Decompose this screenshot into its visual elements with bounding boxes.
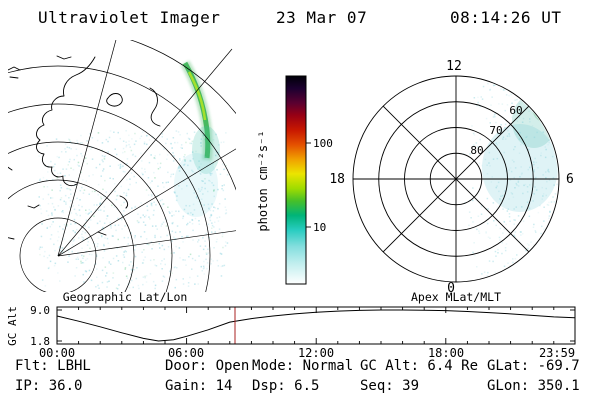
polar-grid bbox=[352, 75, 560, 283]
x-tick-0000: 00:00 bbox=[39, 346, 75, 360]
app-title: Ultraviolet Imager bbox=[38, 8, 220, 27]
map-coastlines bbox=[8, 55, 161, 240]
y-axis-title: GC Alt bbox=[6, 306, 19, 346]
geographic-map-panel bbox=[8, 40, 236, 292]
colorbar-gradient bbox=[285, 75, 307, 285]
status-dsp: Dsp: 6.5 bbox=[252, 378, 319, 394]
map-emission-speckles bbox=[38, 130, 229, 290]
polar-label-12: 12 bbox=[446, 59, 462, 74]
polar-label-18: 18 bbox=[329, 172, 345, 187]
status-mode: Mode: Normal bbox=[252, 358, 353, 374]
colorbar-unit-label: photon cm⁻²s⁻¹ bbox=[256, 130, 270, 231]
status-gain: Gain: 14 bbox=[165, 378, 232, 394]
gc-alt-strip-chart: 9.0 1.8 GC Alt 00:00 06:00 12:00 18:00 2… bbox=[6, 304, 576, 360]
header-date: 23 Mar 07 bbox=[276, 8, 367, 27]
status-door: Door: Open bbox=[165, 358, 249, 374]
polar-ring-label-60: 60 bbox=[509, 104, 522, 117]
x-tick-0600: 06:00 bbox=[168, 346, 204, 360]
polar-caption: Apex MLat/MLT bbox=[411, 290, 501, 304]
status-glon: GLon: 350.1 bbox=[487, 378, 580, 394]
polar-ring-label-80: 80 bbox=[470, 144, 483, 157]
map-caption: Geographic Lat/Lon bbox=[63, 290, 188, 304]
map-aurora-arc bbox=[174, 60, 220, 217]
gc-alt-curve bbox=[56, 309, 575, 342]
status-flt: Flt: LBHL bbox=[15, 358, 91, 374]
y-min-label: 1.8 bbox=[30, 335, 50, 348]
status-gc-alt: GC Alt: 6.4 Re bbox=[360, 358, 478, 374]
map-grid bbox=[8, 40, 236, 292]
status-glat: GLat: -69.7 bbox=[487, 358, 580, 374]
header-time: 08:14:26 UT bbox=[450, 8, 561, 27]
x-tick-1200: 12:00 bbox=[298, 346, 334, 360]
polar-label-0: 0 bbox=[447, 281, 455, 296]
polar-plot-panel: 12 18 6 0 80 70 60 bbox=[329, 59, 573, 296]
status-bar: Flt: LBHL Door: Open Mode: Normal GC Alt… bbox=[15, 358, 580, 394]
polar-ring-label-70: 70 bbox=[489, 124, 502, 137]
colorbar-tick-label-10: 10 bbox=[313, 221, 326, 234]
status-ip: IP: 36.0 bbox=[15, 378, 82, 394]
status-seq: Seq: 39 bbox=[360, 378, 419, 394]
colorbar: 100 10 photon cm⁻²s⁻¹ bbox=[256, 75, 333, 285]
x-tick-2359: 23:59 bbox=[539, 346, 575, 360]
hour-ticks bbox=[78, 307, 555, 344]
x-tick-1800: 18:00 bbox=[428, 346, 464, 360]
y-max-label: 9.0 bbox=[30, 304, 50, 317]
polar-emission-speckles bbox=[462, 82, 558, 277]
polar-label-6: 6 bbox=[566, 172, 574, 187]
colorbar-tick-label-100: 100 bbox=[313, 137, 333, 150]
